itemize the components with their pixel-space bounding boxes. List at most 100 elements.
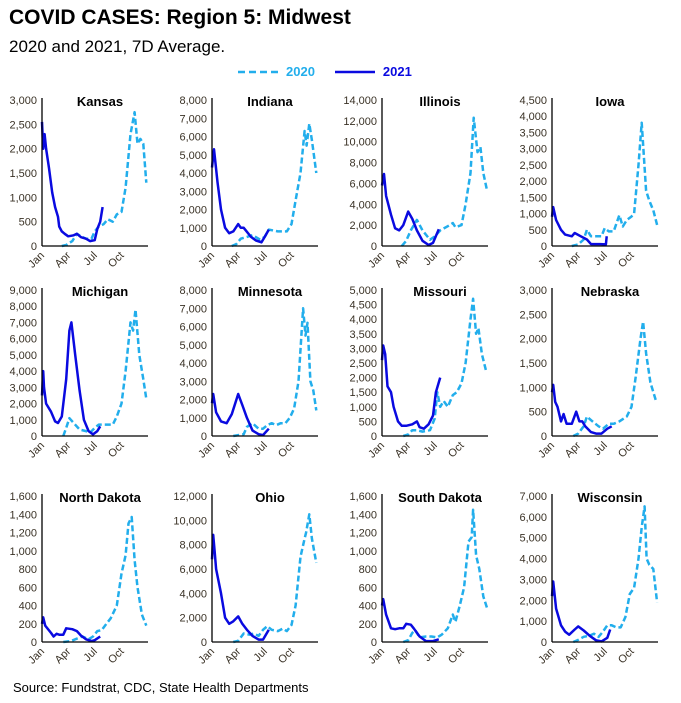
y-tick-label: 1,500 — [9, 168, 37, 180]
y-tick-label: 200 — [359, 619, 377, 631]
x-tick-label: Jul — [421, 440, 439, 458]
x-tick-label: Jul — [81, 440, 99, 458]
panel-north-dakota: 0 200 400 600 800 1,000 1,200 1,400 1,600 Jan Apr J… — [9, 490, 148, 667]
y-tick-label: 3,000 — [179, 186, 207, 198]
series-line-2020 — [402, 508, 489, 644]
x-tick-label: Jul — [591, 440, 609, 458]
series-line-2021 — [210, 392, 270, 437]
x-tick-label: Oct — [446, 250, 467, 271]
y-tick-label: 7,000 — [179, 113, 207, 125]
x-tick-label: Jan — [26, 250, 47, 271]
series-line-2021 — [380, 172, 440, 247]
legend-item-2020: 2020 — [238, 64, 315, 79]
series-line-2021 — [40, 616, 101, 643]
y-tick-label: 3,000 — [519, 285, 547, 297]
x-tick-label: Oct — [276, 440, 297, 461]
y-tick-label: 9,000 — [9, 285, 37, 297]
y-tick-label: 1,000 — [349, 546, 377, 558]
y-tick-label: 800 — [359, 564, 377, 576]
y-tick-label: 6,000 — [179, 322, 207, 334]
x-tick-label: Jul — [81, 646, 99, 664]
y-tick-label: 500 — [529, 407, 547, 419]
page-title: COVID CASES: Region 5: Midwest — [9, 6, 351, 29]
y-tick-label: 600 — [359, 582, 377, 594]
y-tick-label: 4,000 — [519, 554, 547, 566]
y-tick-label: 1,000 — [519, 616, 547, 628]
y-tick-label: 1,600 — [9, 491, 37, 503]
y-tick-label: 3,000 — [179, 376, 207, 388]
x-tick-label: Jan — [366, 250, 387, 271]
y-tick-label: 2,000 — [179, 613, 207, 625]
y-tick-label: 2,000 — [179, 395, 207, 407]
y-tick-label: 2,000 — [349, 373, 377, 385]
panel-title: Minnesota — [238, 284, 303, 299]
y-tick-label: 0 — [31, 241, 37, 253]
y-tick-label: 0 — [371, 431, 377, 443]
y-tick-label: 4,000 — [519, 111, 547, 123]
y-tick-label: 0 — [541, 431, 547, 443]
x-tick-label: Jan — [536, 440, 557, 461]
x-tick-label: Jan — [26, 440, 47, 461]
series-line-2021 — [210, 533, 270, 641]
series-line-2020 — [63, 515, 148, 644]
series-line-2021 — [380, 597, 440, 643]
series-line-2021 — [380, 344, 442, 430]
y-tick-label: 1,000 — [519, 382, 547, 394]
y-tick-label: 500 — [19, 217, 37, 229]
y-tick-label: 3,000 — [9, 382, 37, 394]
x-tick-label: Oct — [446, 646, 467, 667]
series-line-2020 — [572, 320, 658, 438]
y-tick-label: 1,500 — [519, 192, 547, 204]
series-line-2020 — [61, 110, 148, 248]
panel-title: South Dakota — [398, 490, 483, 505]
y-tick-label: 1,000 — [9, 192, 37, 204]
y-tick-label: 4,000 — [349, 314, 377, 326]
panel-title: Iowa — [596, 94, 626, 109]
y-tick-label: 1,000 — [349, 402, 377, 414]
y-tick-label: 400 — [359, 601, 377, 613]
y-tick-label: 7,000 — [519, 491, 547, 503]
x-tick-label: Apr — [563, 249, 584, 270]
y-tick-label: 1,400 — [349, 509, 377, 521]
source-note: Source: Fundstrat, CDC, State Health Dep… — [13, 680, 309, 695]
y-tick-label: 4,000 — [179, 168, 207, 180]
x-tick-label: Jul — [421, 250, 439, 268]
panel-kansas: 0 500 1,000 1,500 2,000 2,500 3,000 Jan Apr Jul Oc… — [9, 94, 148, 271]
y-tick-label: 200 — [19, 619, 37, 631]
series-line-2021 — [550, 205, 608, 246]
x-tick-label: Jan — [366, 440, 387, 461]
x-tick-label: Oct — [276, 250, 297, 271]
x-tick-label: Oct — [446, 440, 467, 461]
x-tick-label: Jul — [251, 250, 269, 268]
legend: 2020 2021 — [238, 64, 412, 79]
series-line-2021 — [40, 121, 104, 243]
y-tick-label: 0 — [371, 637, 377, 649]
y-tick-label: 1,000 — [179, 413, 207, 425]
series-line-2020 — [62, 308, 148, 437]
y-tick-label: 2,000 — [519, 334, 547, 346]
x-tick-label: Jul — [591, 646, 609, 664]
series-line-2020 — [400, 116, 489, 247]
y-tick-label: 5,000 — [9, 350, 37, 362]
y-tick-label: 1,500 — [519, 358, 547, 370]
y-tick-label: 7,000 — [179, 303, 207, 315]
panel-michigan: 0 1,000 2,000 3,000 4,000 5,000 6,000 7,000 8,00… — [9, 284, 148, 461]
x-tick-label: Jul — [81, 250, 99, 268]
x-tick-label: Apr — [563, 439, 584, 460]
y-tick-label: 1,500 — [349, 387, 377, 399]
y-tick-label: 6,000 — [349, 178, 377, 190]
y-tick-label: 7,000 — [9, 317, 37, 329]
y-tick-label: 2,000 — [519, 595, 547, 607]
y-tick-label: 0 — [31, 637, 37, 649]
x-tick-label: Oct — [616, 250, 637, 271]
y-tick-label: 4,000 — [349, 199, 377, 211]
y-tick-label: 6,000 — [179, 564, 207, 576]
y-tick-label: 0 — [541, 637, 547, 649]
x-tick-label: Jan — [196, 250, 217, 271]
y-tick-label: 1,000 — [9, 415, 37, 427]
y-tick-label: 1,000 — [519, 209, 547, 221]
legend-label-2020: 2020 — [286, 64, 315, 79]
y-tick-label: 1,200 — [349, 528, 377, 540]
y-tick-label: 2,000 — [349, 220, 377, 232]
y-tick-label: 4,000 — [179, 358, 207, 370]
